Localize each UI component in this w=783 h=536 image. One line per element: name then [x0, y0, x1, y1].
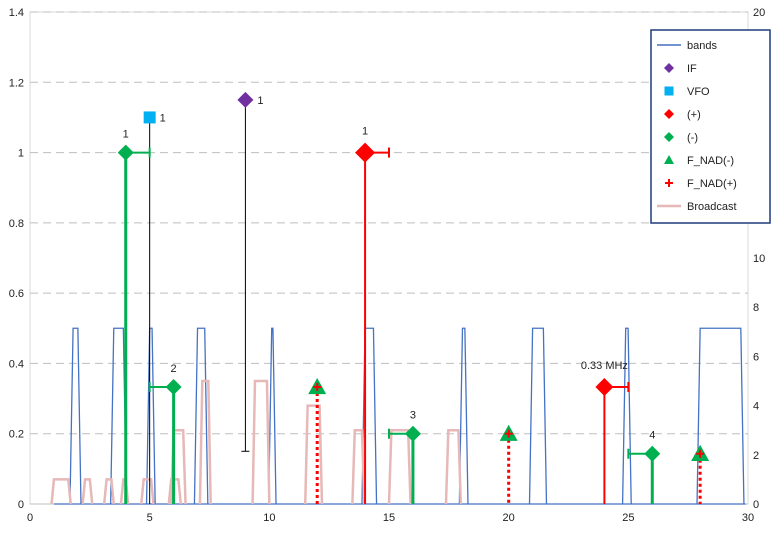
minus-data-label: 4: [649, 430, 655, 442]
broadcast-pulse: [444, 428, 463, 505]
bands-pulse: [621, 327, 632, 505]
y-left-tick-label: 0.8: [9, 218, 24, 230]
minus-data-label: 2: [171, 363, 177, 375]
y-right-tick-label: 4: [753, 401, 759, 413]
legend-label: bands: [687, 40, 717, 52]
y-left-tick-label: 1: [18, 148, 24, 160]
y-left-tick-label: 0.6: [9, 288, 24, 300]
legend-label: VFO: [687, 86, 710, 98]
if-data-label: 1: [257, 95, 263, 107]
bands-pulse: [528, 327, 548, 505]
legend-box: [650, 29, 771, 224]
y-right-tick-label: 6: [753, 351, 759, 363]
legend-swatch: [664, 86, 674, 96]
if-point: [237, 91, 254, 108]
x-tick-label: 30: [742, 512, 754, 524]
y-left-tick-label: 1.4: [9, 7, 24, 19]
legend-label: Broadcast: [687, 201, 737, 213]
y-left-tick-label: 0.2: [9, 429, 24, 441]
minus-point: [117, 144, 134, 161]
broadcast-pulse: [102, 478, 116, 505]
broadcast-pulse: [140, 478, 155, 505]
x-tick-label: 5: [147, 512, 153, 524]
plus-data-label: 0.33 MHz: [581, 360, 628, 372]
legend-label: (+): [687, 109, 701, 121]
y-left-tick-label: 0: [18, 499, 24, 511]
plus-point: [355, 142, 376, 163]
y-left-tick-label: 1.2: [9, 77, 24, 89]
minus-point: [165, 378, 182, 395]
minus-point: [404, 425, 421, 442]
minus-data-label: 3: [410, 410, 416, 422]
bands-pulse: [361, 327, 378, 505]
legend-swatch: [664, 63, 674, 73]
bands-pulse: [696, 327, 745, 505]
legend-label: F_NAD(+): [687, 178, 737, 190]
x-tick-label: 15: [383, 512, 395, 524]
legend-label: (-): [687, 132, 698, 144]
minus-data-label: 1: [123, 129, 129, 141]
y-right-tick-label: 10: [753, 253, 765, 265]
legend-swatch: [664, 109, 674, 119]
bands-pulse: [145, 327, 156, 505]
y-left-tick-label: 0.4: [9, 358, 24, 370]
legend-label: IF: [687, 63, 697, 75]
x-tick-label: 10: [263, 512, 275, 524]
legend-label: F_NAD(-): [687, 155, 734, 167]
broadcast-pulse: [303, 404, 324, 505]
broadcast-pulse: [387, 428, 412, 505]
vfo-data-label: 1: [160, 112, 166, 124]
bands-pulse: [69, 327, 82, 505]
bands-pulse: [458, 327, 469, 505]
legend-swatch: [664, 155, 674, 164]
broadcast-pulse: [50, 478, 72, 505]
bands-pulse: [267, 327, 277, 505]
broadcast-pulse: [81, 478, 94, 505]
broadcast-pulse: [351, 428, 366, 505]
minus-point: [644, 445, 661, 462]
broadcast-pulse: [251, 379, 271, 505]
y-right-tick-label: 2: [753, 450, 759, 462]
x-tick-label: 25: [622, 512, 634, 524]
vfo-point: [143, 111, 156, 124]
y-right-tick-label: 8: [753, 302, 759, 314]
x-tick-label: 20: [503, 512, 515, 524]
legend-swatch: [664, 132, 674, 142]
plus-point: [595, 377, 614, 396]
broadcast-pulse: [198, 379, 212, 505]
x-tick-label: 0: [27, 512, 33, 524]
plus-data-label: 1: [362, 126, 368, 138]
y-right-tick-label: 0: [753, 499, 759, 511]
y-right-tick-label: 20: [753, 7, 765, 19]
bands-pulse: [193, 327, 209, 505]
